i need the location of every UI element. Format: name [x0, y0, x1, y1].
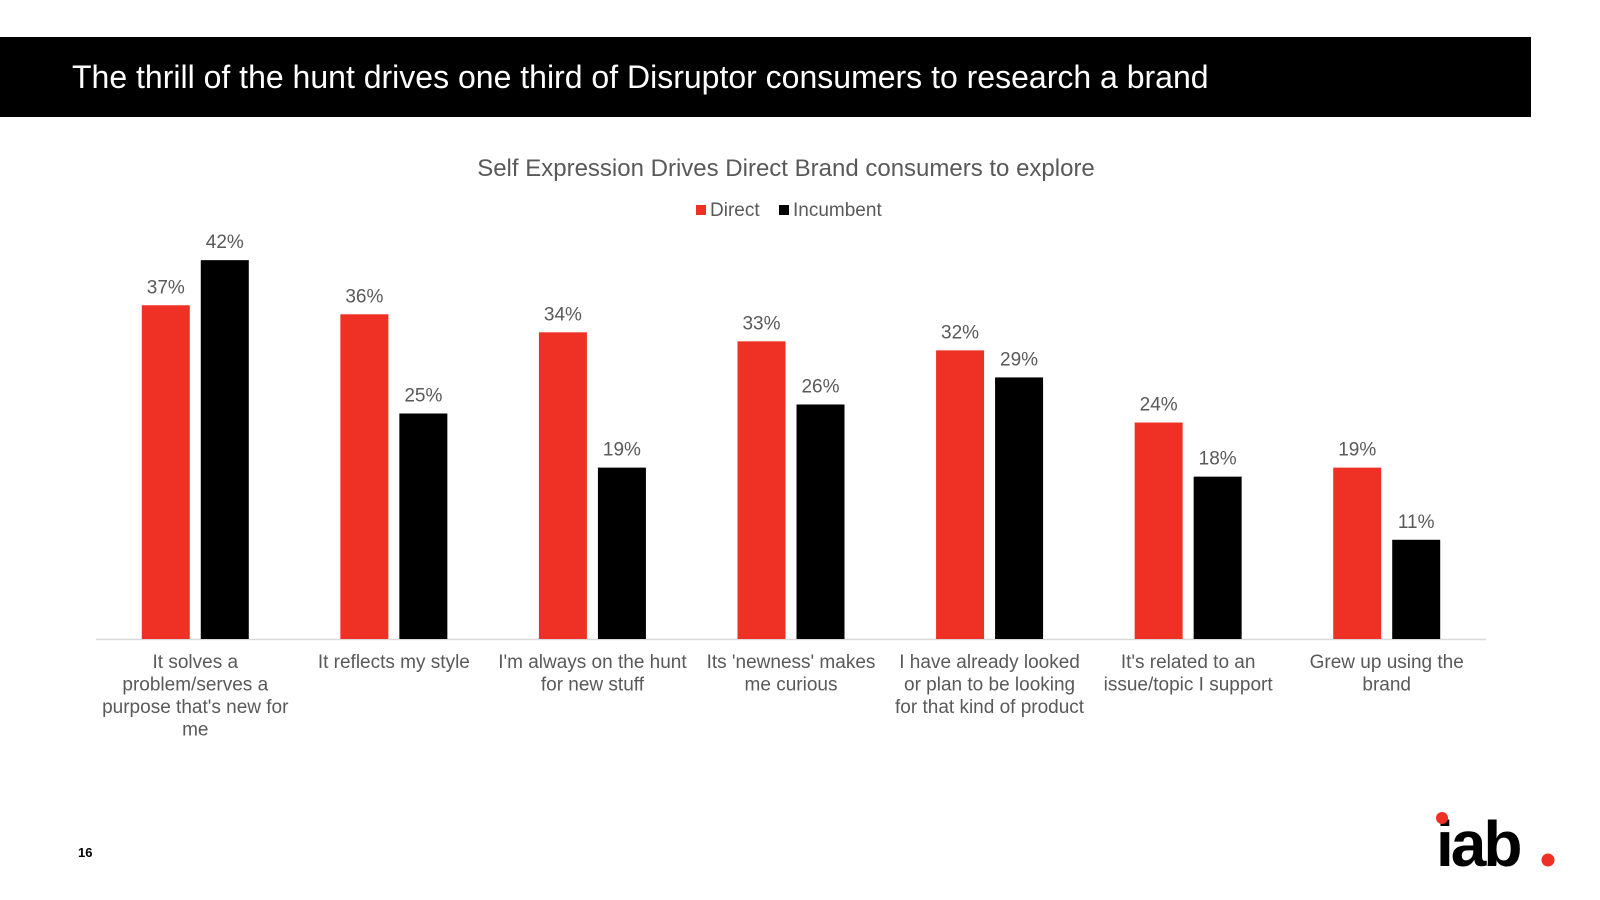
bar-direct-4: [737, 341, 786, 639]
category-label-line: I'm always on the hunt: [498, 652, 687, 673]
category-label-7: Grew up using the brand: [1310, 652, 1464, 696]
category-label-4: Its 'newness' makes me curious: [707, 652, 876, 696]
bar-direct-3: [538, 332, 587, 639]
data-label-direct-2: 36%: [345, 286, 383, 307]
data-label-incumbent-3: 19%: [603, 440, 641, 461]
bar-direct-5: [936, 350, 985, 639]
bar-incumbent-5: [995, 377, 1044, 639]
data-label-direct-7: 19%: [1338, 440, 1376, 461]
category-label-line: or plan to be looking: [904, 675, 1075, 696]
slide-title: The thrill of the hunt drives one third …: [72, 59, 1209, 95]
data-label-incumbent-7: 11%: [1398, 512, 1435, 533]
legend-swatch-direct: [696, 205, 706, 215]
data-label-direct-6: 24%: [1140, 395, 1178, 416]
category-label-6: It's related to an issue/topic I support: [1104, 652, 1274, 696]
bar-incumbent-1: [200, 260, 249, 639]
category-label-line: Grew up using the: [1310, 652, 1464, 673]
category-label-line: Its 'newness' makes: [707, 652, 876, 673]
data-label-incumbent-4: 26%: [801, 376, 839, 397]
data-label-incumbent-2: 25%: [404, 386, 442, 407]
category-label-2: It reflects my style: [318, 652, 470, 673]
bar-direct-7: [1333, 467, 1382, 639]
bar-incumbent-4: [796, 404, 845, 639]
iab-logo-dot-period: [1541, 853, 1555, 867]
category-label-line: for that kind of product: [895, 697, 1085, 718]
data-label-incumbent-5: 29%: [1000, 349, 1038, 370]
title-bar: The thrill of the hunt drives one third …: [0, 37, 1531, 117]
category-label-line: It solves a: [153, 652, 239, 673]
category-label-line: purpose that's new for: [102, 697, 289, 718]
category-label-line: problem/serves a: [122, 675, 268, 696]
bar-incumbent-7: [1392, 539, 1441, 639]
page-number: 16: [78, 845, 93, 860]
category-label-5: I have already looked or plan to be looki…: [895, 652, 1085, 718]
data-label-direct-3: 34%: [544, 304, 582, 325]
category-label-line: issue/topic I support: [1104, 675, 1274, 696]
legend-label-incumbent: Incumbent: [793, 200, 882, 221]
legend-label-direct: Direct: [710, 200, 760, 221]
bar-incumbent-3: [597, 467, 646, 639]
data-label-incumbent-6: 18%: [1199, 449, 1237, 470]
bar-incumbent-2: [399, 413, 448, 639]
category-label-line: me: [182, 720, 208, 741]
iab-logo-text: iab: [1436, 808, 1520, 870]
legend-swatch-incumbent: [779, 205, 789, 215]
category-label-line: for new stuff: [541, 675, 645, 696]
iab-logo: iab: [1436, 808, 1555, 870]
category-label-line: It's related to an: [1121, 652, 1256, 673]
data-label-incumbent-1: 42%: [206, 232, 244, 253]
bar-direct-2: [340, 314, 389, 639]
data-label-direct-4: 33%: [742, 313, 780, 334]
bar-incumbent-6: [1193, 476, 1242, 639]
category-label-line: It reflects my style: [318, 652, 470, 673]
bar-direct-1: [141, 305, 190, 639]
bar-direct-6: [1134, 422, 1183, 639]
category-label-line: brand: [1362, 675, 1411, 696]
chart-title: Self Expression Drives Direct Brand cons…: [477, 155, 1095, 182]
category-label-1: It solves a problem/serves a purpose that'…: [102, 652, 289, 741]
iab-logo-dot-i: [1436, 812, 1448, 824]
data-label-direct-1: 37%: [147, 277, 185, 298]
category-label-3: I'm always on the hunt for new stuff: [498, 652, 687, 696]
category-label-line: I have already looked: [899, 652, 1080, 673]
data-label-direct-5: 32%: [941, 322, 979, 343]
category-label-line: me curious: [745, 675, 838, 696]
